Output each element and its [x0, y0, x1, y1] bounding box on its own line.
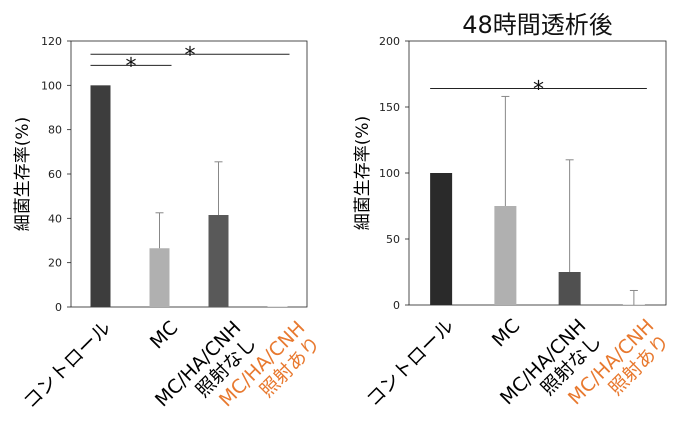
significance-star: *	[185, 43, 196, 68]
bar	[558, 272, 581, 305]
y-tick-label: 20	[48, 257, 62, 270]
y-tick-label: 0	[393, 299, 400, 312]
category-label: コントロール	[19, 317, 115, 413]
bar	[149, 248, 170, 307]
significance-star: *	[533, 78, 544, 103]
category-label-line: コントロール	[19, 317, 115, 413]
chart-title: 48時間透析後	[462, 11, 613, 39]
y-axis-label: 細菌生存率(%)	[353, 116, 373, 230]
bar	[494, 206, 517, 305]
y-tick-label: 50	[386, 233, 400, 246]
y-tick-label: 100	[41, 79, 62, 92]
category-label: MC	[488, 315, 525, 352]
category-label: コントロール	[362, 315, 458, 411]
y-tick-label: 200	[379, 35, 400, 48]
bar	[90, 85, 111, 307]
category-label-line: MC	[488, 315, 525, 352]
y-tick-label: 100	[379, 167, 400, 180]
bar	[267, 306, 288, 307]
y-tick-label: 80	[48, 124, 62, 137]
category-label-line: MC	[146, 317, 183, 354]
bar	[430, 173, 453, 305]
category-label-line: コントロール	[362, 315, 458, 411]
y-tick-label: 120	[41, 35, 62, 48]
y-tick-label: 40	[48, 212, 62, 225]
y-axis-label: 細菌生存率(%)	[13, 117, 33, 231]
significance-star: *	[126, 54, 137, 79]
y-tick-label: 0	[55, 301, 62, 314]
category-label: MC	[146, 317, 183, 354]
y-tick-label: 60	[48, 168, 62, 181]
bar	[208, 215, 229, 307]
y-tick-label: 150	[379, 101, 400, 114]
